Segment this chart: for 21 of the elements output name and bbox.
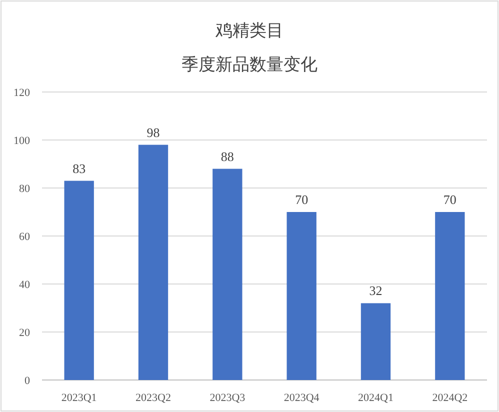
data-label: 88 (220, 148, 234, 164)
data-label: 32 (369, 283, 382, 298)
data-label: 83 (72, 160, 86, 176)
subtitle: 季度新品数量变化 (182, 55, 318, 74)
x-tick-label: 2023Q3 (210, 392, 246, 404)
x-tick-label: 2023Q1 (61, 392, 97, 404)
x-tick-label: 2024Q1 (358, 392, 394, 404)
y-tick-label: 120 (14, 87, 30, 99)
x-tick-label: 2024Q2 (432, 392, 468, 404)
x-tick-label: 2023Q2 (136, 392, 171, 404)
y-tick-label: 40 (19, 279, 30, 291)
y-tick-label: 80 (19, 183, 30, 195)
data-label: 70 (443, 192, 456, 207)
y-tick-label: 20 (19, 327, 30, 339)
data-label: 70 (295, 192, 308, 207)
title: 鸡精类目 (216, 21, 284, 40)
data-label: 98 (146, 124, 160, 140)
y-tick-label: 60 (19, 231, 30, 243)
x-tick-label: 2023Q4 (284, 392, 320, 404)
y-tick-label: 100 (14, 135, 30, 147)
y-tick-label: 0 (24, 375, 30, 387)
